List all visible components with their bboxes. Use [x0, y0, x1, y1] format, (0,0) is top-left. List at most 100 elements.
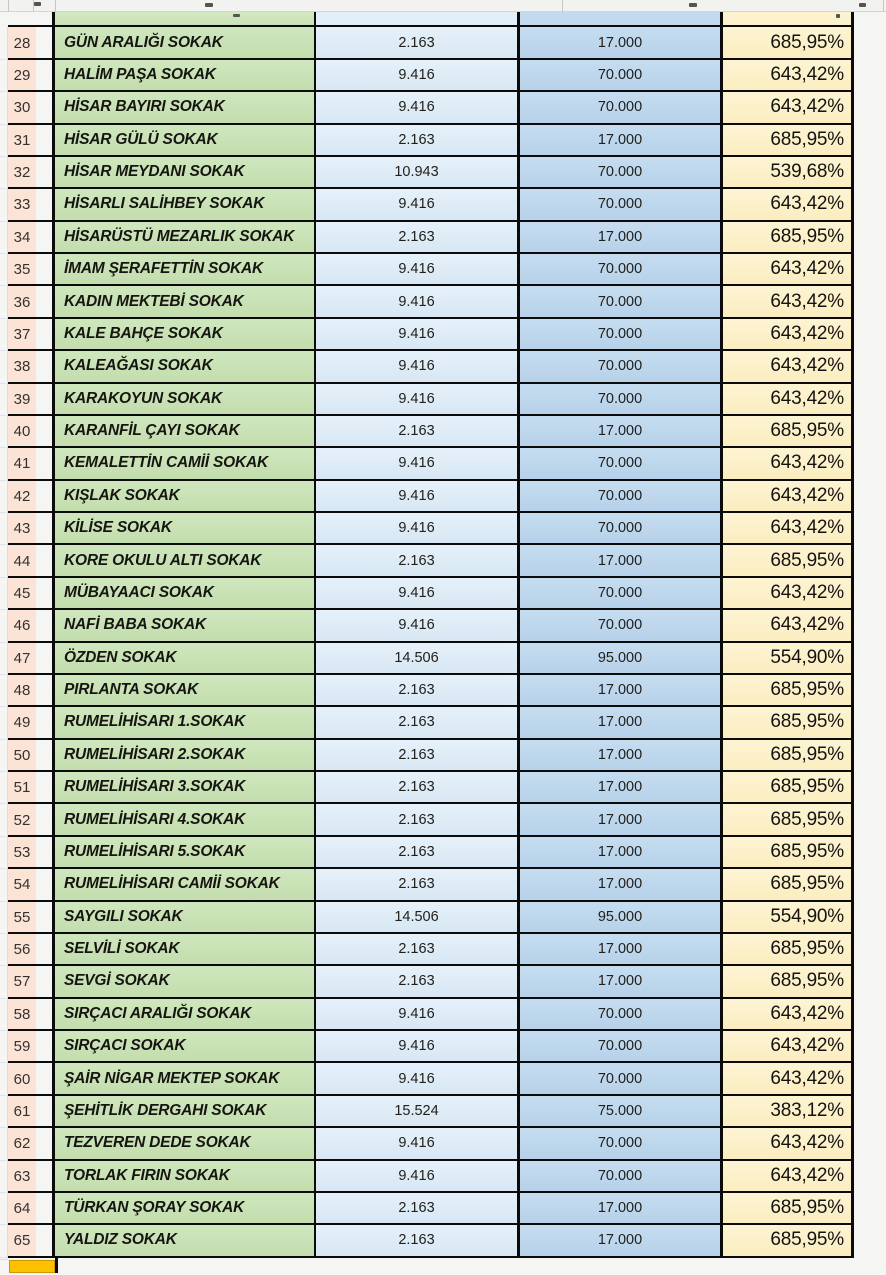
percent-cell[interactable]: 554,90%	[723, 642, 854, 675]
row-number-cell[interactable]: 64	[8, 1192, 36, 1226]
value1-cell[interactable]: 2.163	[316, 804, 520, 837]
value2-cell[interactable]: 17.000	[520, 415, 723, 449]
value2-cell[interactable]: 17.000	[520, 1192, 723, 1226]
percent-cell[interactable]: 685,95%	[723, 869, 854, 902]
percent-cell[interactable]: 643,42%	[723, 998, 854, 1032]
value2-cell[interactable]: 70.000	[520, 156, 723, 190]
street-name-cell[interactable]: RUMELİHİSARI 3.SOKAK	[52, 772, 316, 805]
value2-cell[interactable]: 17.000	[520, 27, 723, 60]
row-number-cell[interactable]: 53	[8, 836, 36, 870]
value2-cell[interactable]: 17.000	[520, 836, 723, 870]
street-name-cell[interactable]: KADIN MEKTEBİ SOKAK	[52, 286, 316, 319]
percent-cell[interactable]: 554,90%	[723, 901, 854, 934]
value1-cell[interactable]: 2.163	[316, 1192, 520, 1226]
row-number-cell[interactable]: 55	[8, 901, 36, 934]
cell-percent-clipped[interactable]	[723, 12, 854, 25]
row-number-cell[interactable]: 52	[8, 804, 36, 837]
street-name-cell[interactable]: KALEAĞASI SOKAK	[52, 351, 316, 384]
row-number-cell[interactable]: 51	[8, 772, 36, 805]
percent-cell[interactable]: 643,42%	[723, 610, 854, 643]
value1-cell[interactable]: 9.416	[316, 513, 520, 546]
row-number-cell[interactable]: 56	[8, 933, 36, 967]
row-number-cell[interactable]: 46	[8, 610, 36, 643]
value1-cell[interactable]: 9.416	[316, 998, 520, 1032]
value1-cell[interactable]: 2.163	[316, 707, 520, 740]
street-name-cell[interactable]: GÜN ARALIĞI SOKAK	[52, 27, 316, 60]
row-number-cell[interactable]: 41	[8, 448, 36, 481]
value1-cell[interactable]: 10.943	[316, 156, 520, 190]
percent-cell[interactable]: 685,95%	[723, 674, 854, 708]
percent-cell[interactable]: 643,42%	[723, 513, 854, 546]
value1-cell[interactable]: 9.416	[316, 351, 520, 384]
value2-cell[interactable]: 17.000	[520, 804, 723, 837]
value2-cell[interactable]: 70.000	[520, 92, 723, 125]
value2-cell[interactable]: 70.000	[520, 577, 723, 611]
row-number-cell[interactable]: 33	[8, 189, 36, 222]
percent-cell[interactable]: 539,68%	[723, 156, 854, 190]
street-name-cell[interactable]: HİSAR MEYDANI SOKAK	[52, 156, 316, 190]
street-name-cell[interactable]: HİSAR BAYIRI SOKAK	[52, 92, 316, 125]
value1-cell[interactable]: 9.416	[316, 92, 520, 125]
street-name-cell[interactable]: RUMELİHİSARI 5.SOKAK	[52, 836, 316, 870]
value1-cell[interactable]: 9.416	[316, 286, 520, 319]
row-number-cell[interactable]: 32	[8, 156, 36, 190]
value1-cell[interactable]: 9.416	[316, 1160, 520, 1193]
row-number-cell[interactable]: 61	[8, 1095, 36, 1129]
value1-cell[interactable]: 2.163	[316, 869, 520, 902]
percent-cell[interactable]: 685,95%	[723, 966, 854, 999]
value2-cell[interactable]: 70.000	[520, 1031, 723, 1064]
value2-cell[interactable]: 70.000	[520, 286, 723, 319]
street-name-cell[interactable]: TEZVEREN DEDE SOKAK	[52, 1128, 316, 1161]
row-number-cell[interactable]: 65	[8, 1225, 36, 1258]
street-name-cell[interactable]: NAFİ BABA SOKAK	[52, 610, 316, 643]
street-name-cell[interactable]: HİSARÜSTÜ MEZARLIK SOKAK	[52, 221, 316, 255]
street-name-cell[interactable]: HALİM PAŞA SOKAK	[52, 59, 316, 93]
percent-cell[interactable]: 685,95%	[723, 739, 854, 773]
value2-cell[interactable]: 70.000	[520, 254, 723, 287]
value1-cell[interactable]: 9.416	[316, 1031, 520, 1064]
street-name-cell[interactable]: SIRÇACI SOKAK	[52, 1031, 316, 1064]
value2-cell[interactable]: 17.000	[520, 933, 723, 967]
value1-cell[interactable]: 2.163	[316, 1225, 520, 1258]
value2-cell[interactable]: 70.000	[520, 1160, 723, 1193]
percent-cell[interactable]: 685,95%	[723, 1225, 854, 1258]
value1-cell[interactable]: 2.163	[316, 27, 520, 60]
value2-cell[interactable]: 70.000	[520, 998, 723, 1032]
value2-cell[interactable]: 17.000	[520, 869, 723, 902]
cell-street-clipped[interactable]	[52, 12, 316, 25]
street-name-cell[interactable]: KİLİSE SOKAK	[52, 513, 316, 546]
row-number-cell[interactable]: 30	[8, 92, 36, 125]
percent-cell[interactable]: 685,95%	[723, 27, 854, 60]
value1-cell[interactable]: 14.506	[316, 901, 520, 934]
street-name-cell[interactable]: SIRÇACI ARALIĞI SOKAK	[52, 998, 316, 1032]
value2-cell[interactable]: 17.000	[520, 545, 723, 578]
value1-cell[interactable]: 2.163	[316, 415, 520, 449]
street-name-cell[interactable]: RUMELİHİSARI CAMİİ SOKAK	[52, 869, 316, 902]
percent-cell[interactable]: 685,95%	[723, 415, 854, 449]
value2-cell[interactable]: 75.000	[520, 1095, 723, 1129]
value1-cell[interactable]: 9.416	[316, 1063, 520, 1096]
row-number-cell[interactable]: 44	[8, 545, 36, 578]
street-name-cell[interactable]: TORLAK FIRIN SOKAK	[52, 1160, 316, 1193]
value1-cell[interactable]: 9.416	[316, 480, 520, 514]
percent-cell[interactable]: 643,42%	[723, 1160, 854, 1193]
row-number-cell[interactable]: 57	[8, 966, 36, 999]
value2-cell[interactable]: 70.000	[520, 383, 723, 416]
row-number-cell[interactable]: 39	[8, 383, 36, 416]
percent-cell[interactable]: 643,42%	[723, 318, 854, 352]
value1-cell[interactable]: 15.524	[316, 1095, 520, 1129]
value1-cell[interactable]: 2.163	[316, 124, 520, 157]
row-number-cell[interactable]: 58	[8, 998, 36, 1032]
street-name-cell[interactable]: YALDIZ SOKAK	[52, 1225, 316, 1258]
value2-cell[interactable]: 70.000	[520, 59, 723, 93]
street-name-cell[interactable]: KEMALETTİN CAMİİ SOKAK	[52, 448, 316, 481]
percent-cell[interactable]: 685,95%	[723, 1192, 854, 1226]
value2-cell[interactable]: 17.000	[520, 772, 723, 805]
selected-next-cell[interactable]	[9, 1259, 55, 1273]
row-number-cell[interactable]: 48	[8, 674, 36, 708]
street-name-cell[interactable]: ŞAİR NİGAR MEKTEP SOKAK	[52, 1063, 316, 1096]
percent-cell[interactable]: 685,95%	[723, 804, 854, 837]
value2-cell[interactable]: 70.000	[520, 1128, 723, 1161]
row-number-cell[interactable]: 59	[8, 1031, 36, 1064]
cell-row-header-clipped[interactable]	[8, 12, 36, 25]
